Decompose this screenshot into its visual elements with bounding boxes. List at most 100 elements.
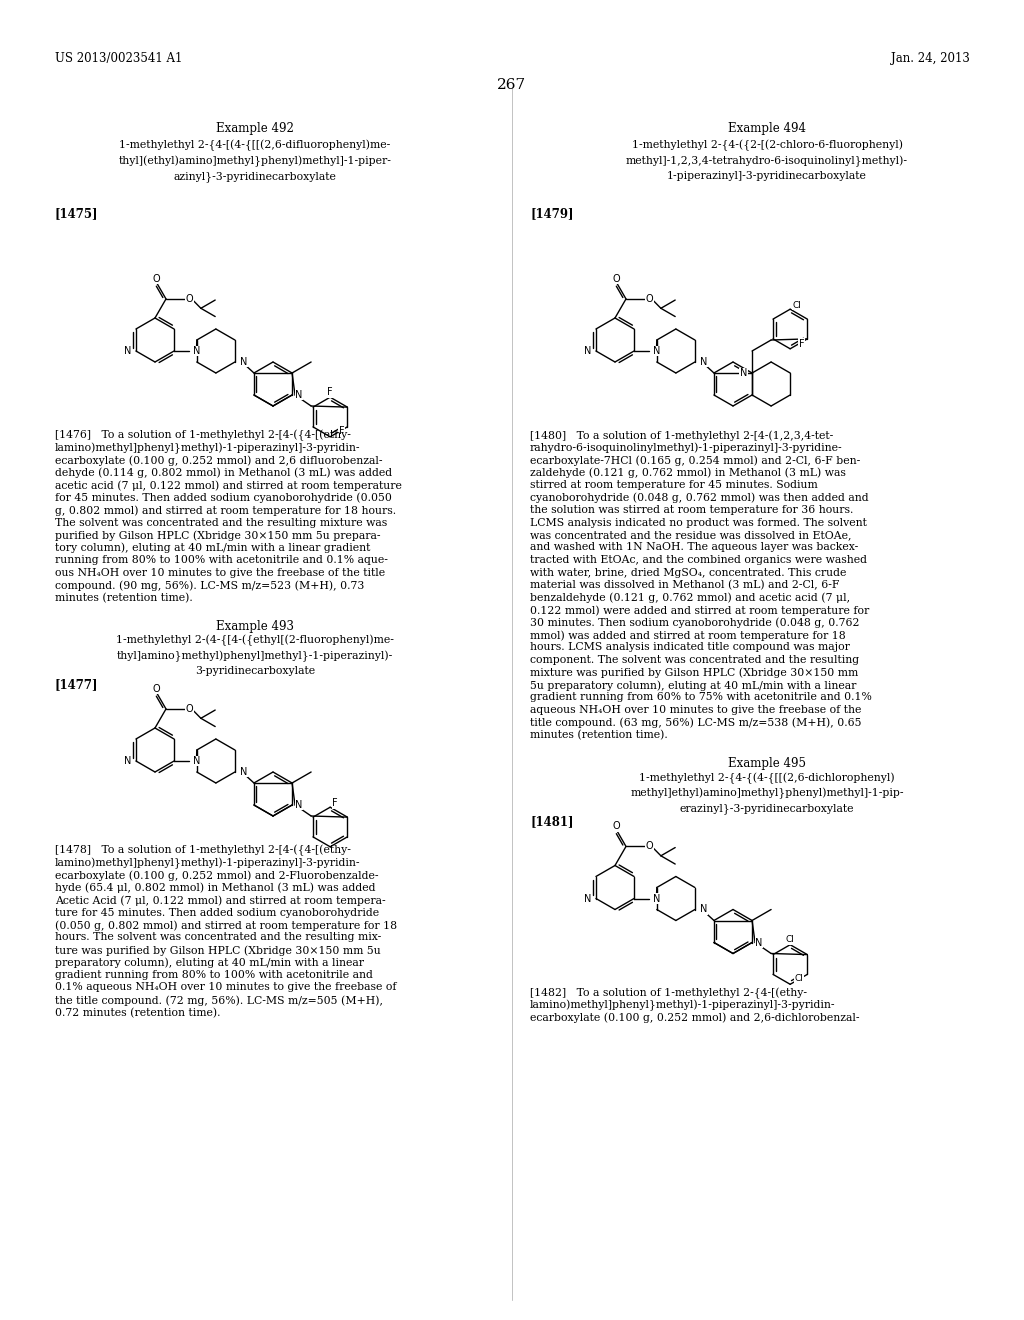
Text: 0.72 minutes (retention time).: 0.72 minutes (retention time). (55, 1007, 220, 1018)
Text: ous NH₄OH over 10 minutes to give the freebase of the title: ous NH₄OH over 10 minutes to give the fr… (55, 568, 385, 578)
Text: O: O (612, 273, 621, 284)
Text: mmol) was added and stirred at room temperature for 18: mmol) was added and stirred at room temp… (530, 630, 846, 640)
Text: hyde (65.4 μl, 0.802 mmol) in Methanol (3 mL) was added: hyde (65.4 μl, 0.802 mmol) in Methanol (… (55, 883, 376, 894)
Text: hours. The solvent was concentrated and the resulting mix-: hours. The solvent was concentrated and … (55, 932, 381, 942)
Text: F: F (339, 426, 344, 436)
Text: N: N (700, 904, 708, 915)
Text: Example 492: Example 492 (216, 121, 294, 135)
Text: O: O (153, 273, 161, 284)
Text: minutes (retention time).: minutes (retention time). (530, 730, 668, 741)
Text: [1481]: [1481] (530, 816, 573, 829)
Text: ture was purified by Gilson HPLC (Xbridge 30×150 mm 5u: ture was purified by Gilson HPLC (Xbridg… (55, 945, 381, 956)
Text: ture for 45 minutes. Then added sodium cyanoborohydride: ture for 45 minutes. Then added sodium c… (55, 908, 379, 917)
Text: g, 0.802 mmol) and stirred at room temperature for 18 hours.: g, 0.802 mmol) and stirred at room tempe… (55, 506, 396, 516)
Text: for 45 minutes. Then added sodium cyanoborohydride (0.050: for 45 minutes. Then added sodium cyanob… (55, 492, 392, 503)
Text: Cl: Cl (785, 935, 795, 944)
Text: N: N (295, 389, 302, 400)
Text: gradient running from 80% to 100% with acetonitrile and: gradient running from 80% to 100% with a… (55, 970, 373, 979)
Text: rahydro-6-isoquinolinylmethyl)-1-piperazinyl]-3-pyridine-: rahydro-6-isoquinolinylmethyl)-1-piperaz… (530, 442, 843, 453)
Text: O: O (646, 294, 653, 304)
Text: and washed with 1N NaOH. The aqueous layer was backex-: and washed with 1N NaOH. The aqueous lay… (530, 543, 858, 553)
Text: 30 minutes. Then sodium cyanoborohydride (0.048 g, 0.762: 30 minutes. Then sodium cyanoborohydride… (530, 618, 859, 628)
Text: F: F (799, 339, 804, 348)
Text: component. The solvent was concentrated and the resulting: component. The solvent was concentrated … (530, 655, 859, 665)
Text: title compound. (63 mg, 56%) LC-MS m/z=538 (M+H), 0.65: title compound. (63 mg, 56%) LC-MS m/z=5… (530, 718, 861, 729)
Text: N: N (295, 800, 302, 810)
Text: material was dissolved in Methanol (3 mL) and 2-Cl, 6-F: material was dissolved in Methanol (3 mL… (530, 579, 840, 590)
Text: N: N (194, 346, 201, 356)
Text: US 2013/0023541 A1: US 2013/0023541 A1 (55, 51, 182, 65)
Text: N: N (739, 368, 748, 378)
Text: Cl: Cl (793, 301, 801, 310)
Text: O: O (185, 294, 194, 304)
Text: Jan. 24, 2013: Jan. 24, 2013 (891, 51, 970, 65)
Text: ecarboxylate-7HCl (0.165 g, 0.254 mmol) and 2-Cl, 6-F ben-: ecarboxylate-7HCl (0.165 g, 0.254 mmol) … (530, 455, 860, 466)
Text: lamino)methyl]phenyl}methyl)-1-piperazinyl]-3-pyridin-: lamino)methyl]phenyl}methyl)-1-piperazin… (55, 858, 360, 869)
Text: O: O (185, 704, 194, 714)
Text: N: N (755, 937, 763, 948)
Text: N: N (240, 767, 247, 777)
Text: 0.122 mmol) were added and stirred at room temperature for: 0.122 mmol) were added and stirred at ro… (530, 605, 869, 615)
Text: tory column), eluting at 40 mL/min with a linear gradient: tory column), eluting at 40 mL/min with … (55, 543, 371, 553)
Text: benzaldehyde (0.121 g, 0.762 mmol) and acetic acid (7 μl,: benzaldehyde (0.121 g, 0.762 mmol) and a… (530, 593, 850, 603)
Text: cyanoborohydride (0.048 g, 0.762 mmol) was then added and: cyanoborohydride (0.048 g, 0.762 mmol) w… (530, 492, 868, 503)
Text: ecarboxylate (0.100 g, 0.252 mmol) and 2,6 difluorobenzal-: ecarboxylate (0.100 g, 0.252 mmol) and 2… (55, 455, 383, 466)
Text: 1-methylethyl 2-{4-[(4-{[[(2,6-difluorophenyl)me-
thyl](ethyl)amino]methyl}pheny: 1-methylethyl 2-{4-[(4-{[[(2,6-difluorop… (119, 140, 391, 182)
Text: N: N (653, 894, 660, 903)
Text: N: N (584, 346, 591, 356)
Text: aqueous NH₄OH over 10 minutes to give the freebase of the: aqueous NH₄OH over 10 minutes to give th… (530, 705, 861, 715)
Text: Example 495: Example 495 (728, 758, 806, 771)
Text: the title compound. (72 mg, 56%). LC-MS m/z=505 (M+H),: the title compound. (72 mg, 56%). LC-MS … (55, 995, 383, 1006)
Text: lamino)methyl]phenyl}methyl)-1-piperazinyl]-3-pyridin-: lamino)methyl]phenyl}methyl)-1-piperazin… (55, 442, 360, 454)
Text: 267: 267 (498, 78, 526, 92)
Text: 1-methylethyl 2-(4-{[4-({ethyl[(2-fluorophenyl)me-
thyl]amino}methyl)phenyl]meth: 1-methylethyl 2-(4-{[4-({ethyl[(2-fluoro… (116, 635, 394, 676)
Text: [1475]: [1475] (55, 207, 98, 220)
Text: [1480]   To a solution of 1-methylethyl 2-[4-(1,2,3,4-tet-: [1480] To a solution of 1-methylethyl 2-… (530, 430, 834, 441)
Text: N: N (124, 756, 131, 766)
Text: 1-methylethyl 2-{4-({2-[(2-chloro-6-fluorophenyl)
methyl]-1,2,3,4-tetrahydro-6-i: 1-methylethyl 2-{4-({2-[(2-chloro-6-fluo… (626, 140, 908, 181)
Text: gradient running from 60% to 75% with acetonitrile and 0.1%: gradient running from 60% to 75% with ac… (530, 693, 871, 702)
Text: N: N (194, 756, 201, 766)
Text: O: O (153, 684, 161, 694)
Text: the solution was stirred at room temperature for 36 hours.: the solution was stirred at room tempera… (530, 506, 853, 515)
Text: mixture was purified by Gilson HPLC (Xbridge 30×150 mm: mixture was purified by Gilson HPLC (Xbr… (530, 668, 858, 678)
Text: stirred at room temperature for 45 minutes. Sodium: stirred at room temperature for 45 minut… (530, 480, 818, 490)
Text: Example 494: Example 494 (728, 121, 806, 135)
Text: 1-methylethyl 2-{4-{(4-{[[(2,6-dichlorophenyl)
methyl]ethyl)amino]methyl}phenyl): 1-methylethyl 2-{4-{(4-{[[(2,6-dichlorop… (630, 772, 904, 814)
Text: Example 493: Example 493 (216, 620, 294, 634)
Text: LCMS analysis indicated no product was formed. The solvent: LCMS analysis indicated no product was f… (530, 517, 867, 528)
Text: [1478]   To a solution of 1-methylethyl 2-[4-({4-[(ethy-: [1478] To a solution of 1-methylethyl 2-… (55, 845, 351, 857)
Text: purified by Gilson HPLC (Xbridge 30×150 mm 5u prepara-: purified by Gilson HPLC (Xbridge 30×150 … (55, 531, 381, 541)
Text: running from 80% to 100% with acetonitrile and 0.1% aque-: running from 80% to 100% with acetonitri… (55, 554, 388, 565)
Text: [1482]   To a solution of 1-methylethyl 2-{4-[(ethy-: [1482] To a solution of 1-methylethyl 2-… (530, 987, 807, 999)
Text: compound. (90 mg, 56%). LC-MS m/z=523 (M+H), 0.73: compound. (90 mg, 56%). LC-MS m/z=523 (M… (55, 579, 365, 590)
Text: 5u preparatory column), eluting at 40 mL/min with a linear: 5u preparatory column), eluting at 40 mL… (530, 680, 856, 690)
Text: N: N (124, 346, 131, 356)
Text: was concentrated and the residue was dissolved in EtOAe,: was concentrated and the residue was dis… (530, 531, 852, 540)
Text: dehyde (0.114 g, 0.802 mmol) in Methanol (3 mL) was added: dehyde (0.114 g, 0.802 mmol) in Methanol… (55, 467, 392, 478)
Text: tracted with EtOAc, and the combined organics were washed: tracted with EtOAc, and the combined org… (530, 554, 867, 565)
Text: lamino)methyl]phenyl}methyl)-1-piperazinyl]-3-pyridin-: lamino)methyl]phenyl}methyl)-1-piperazin… (530, 1001, 836, 1011)
Text: N: N (240, 356, 247, 367)
Text: hours. LCMS analysis indicated title compound was major: hours. LCMS analysis indicated title com… (530, 643, 850, 652)
Text: acetic acid (7 μl, 0.122 mmol) and stirred at room temperature: acetic acid (7 μl, 0.122 mmol) and stirr… (55, 480, 401, 491)
Text: O: O (612, 821, 621, 832)
Text: [1476]   To a solution of 1-methylethyl 2-[4-({4-[(ethy-: [1476] To a solution of 1-methylethyl 2-… (55, 430, 351, 441)
Text: 0.1% aqueous NH₄OH over 10 minutes to give the freebase of: 0.1% aqueous NH₄OH over 10 minutes to gi… (55, 982, 396, 993)
Text: F: F (328, 387, 333, 397)
Text: ecarboxylate (0.100 g, 0.252 mmol) and 2,6-dichlorobenzal-: ecarboxylate (0.100 g, 0.252 mmol) and 2… (530, 1012, 859, 1023)
Text: ecarboxylate (0.100 g, 0.252 mmol) and 2-Fluorobenzalde-: ecarboxylate (0.100 g, 0.252 mmol) and 2… (55, 870, 379, 880)
Text: [1479]: [1479] (530, 207, 573, 220)
Text: N: N (700, 356, 708, 367)
Text: minutes (retention time).: minutes (retention time). (55, 593, 193, 603)
Text: preparatory column), eluting at 40 mL/min with a linear: preparatory column), eluting at 40 mL/mi… (55, 957, 364, 968)
Text: O: O (646, 841, 653, 851)
Text: F: F (332, 799, 338, 808)
Text: N: N (653, 346, 660, 356)
Text: [1477]: [1477] (55, 678, 98, 690)
Text: The solvent was concentrated and the resulting mixture was: The solvent was concentrated and the res… (55, 517, 387, 528)
Text: zaldehyde (0.121 g, 0.762 mmol) in Methanol (3 mL) was: zaldehyde (0.121 g, 0.762 mmol) in Metha… (530, 467, 846, 478)
Text: Acetic Acid (7 μl, 0.122 mmol) and stirred at room tempera-: Acetic Acid (7 μl, 0.122 mmol) and stirr… (55, 895, 386, 906)
Text: (0.050 g, 0.802 mmol) and stirred at room temperature for 18: (0.050 g, 0.802 mmol) and stirred at roo… (55, 920, 397, 931)
Text: with water, brine, dried MgSO₄, concentrated. This crude: with water, brine, dried MgSO₄, concentr… (530, 568, 847, 578)
